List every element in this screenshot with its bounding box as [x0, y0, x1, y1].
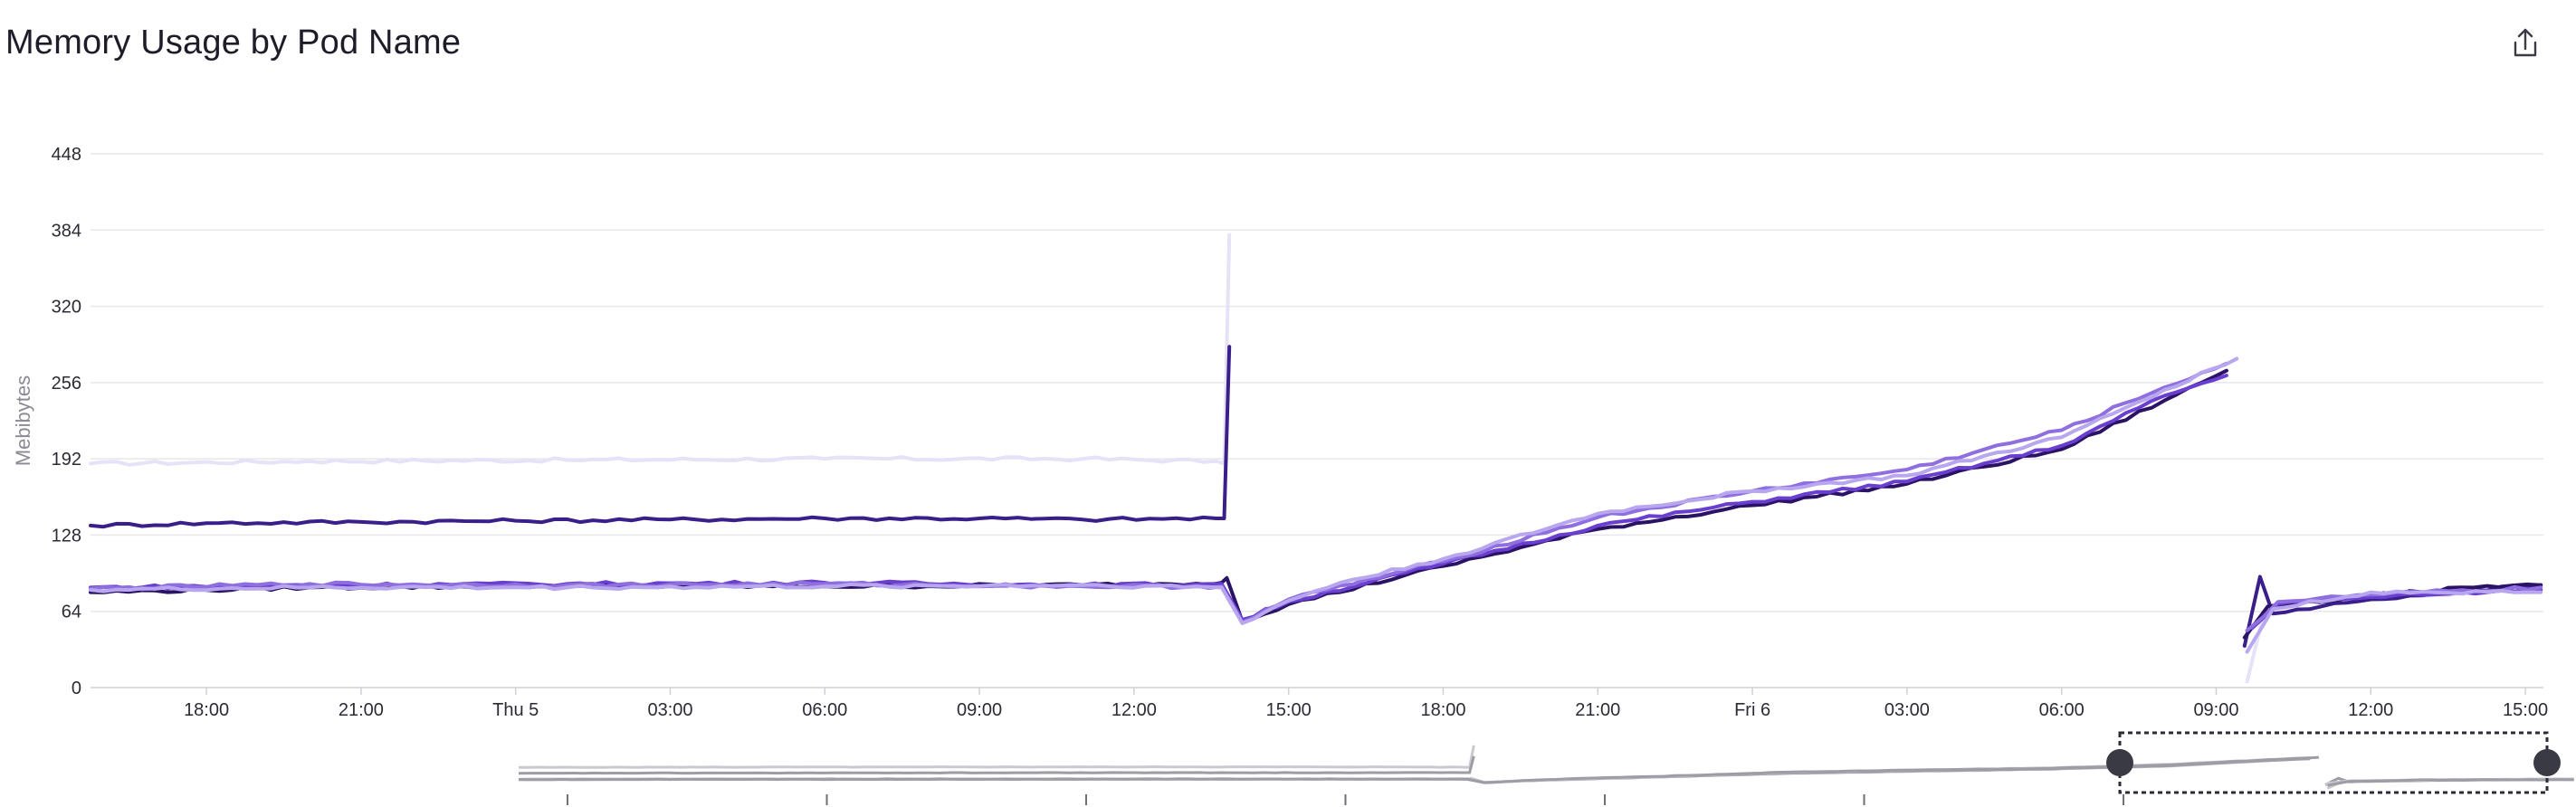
navigator-line [2327, 778, 2574, 787]
series-lines[interactable] [89, 233, 2543, 684]
x-tick-label: 03:00 [647, 700, 692, 720]
y-axis-title: Mebibytes [12, 375, 34, 466]
y-tick-label: 0 [72, 679, 81, 698]
export-button[interactable] [2507, 25, 2543, 62]
y-tick-label: 320 [52, 298, 81, 318]
series-line[interactable] [89, 361, 2228, 624]
x-tick-label: 06:00 [802, 700, 847, 720]
x-tick-label: 09:00 [2193, 700, 2238, 720]
y-tick-label: 384 [52, 221, 81, 241]
x-tick-label: 03:00 [1884, 700, 1930, 720]
series-line[interactable] [89, 233, 1232, 467]
y-tick-label: 192 [52, 450, 81, 470]
x-tick-label: Thu 5 [492, 700, 539, 720]
x-tick-label: 12:00 [1111, 700, 1157, 720]
y-axis-ticks: 0 64 128 192 256 320 384 448 [52, 145, 81, 698]
range-navigator[interactable] [518, 731, 2574, 805]
navigator-overview-lines [518, 745, 2574, 790]
x-tick-label: 15:00 [1266, 700, 1312, 720]
x-tick-label: 06:00 [2039, 700, 2085, 720]
series-line[interactable] [89, 345, 1232, 529]
share-export-icon [2514, 28, 2537, 57]
x-axis-ticks: 18:00 21:00 Thu 5 03:00 06:00 09:00 12:00 15:00… [184, 688, 2548, 720]
y-tick-label: 448 [52, 145, 81, 165]
navigator-line [519, 745, 1475, 769]
x-tick-label: 18:00 [1420, 700, 1465, 720]
navigator-ticks [566, 794, 2125, 805]
x-tick-label: 21:00 [1575, 700, 1620, 720]
x-tick-label: 18:00 [184, 700, 229, 720]
x-tick-label: 15:00 [2503, 700, 2548, 720]
y-tick-label: 256 [52, 374, 81, 394]
series-line[interactable] [2245, 589, 2543, 654]
x-tick-label: 21:00 [339, 700, 384, 720]
x-tick-label: 12:00 [2348, 700, 2393, 720]
x-tick-label: Fri 6 [1734, 700, 1770, 720]
y-tick-label: 64 [62, 603, 81, 622]
x-tick-label: 09:00 [957, 700, 1002, 720]
navigator-right-handle[interactable] [2533, 749, 2561, 776]
navigator-line [518, 755, 1475, 775]
grid-lines [91, 153, 2543, 688]
navigator-left-handle[interactable] [2106, 749, 2133, 776]
navigator-line [518, 755, 2319, 784]
chart-title: Memory Usage by Pod Name [5, 24, 462, 62]
series-line[interactable] [89, 356, 2239, 625]
y-tick-label: 128 [52, 526, 81, 546]
